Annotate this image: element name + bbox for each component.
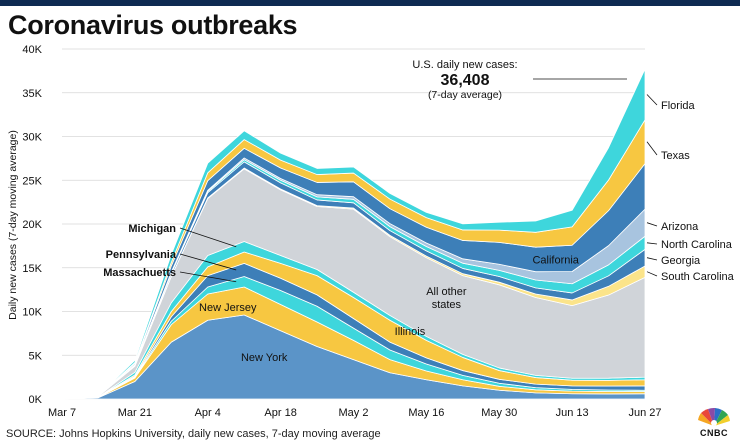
series-label: Georgia: [661, 255, 701, 267]
series-label: All other states: [426, 286, 467, 311]
logo-text: CNBC: [700, 428, 728, 438]
series-label: South Carolina: [661, 271, 735, 283]
y-tick-label: 5K: [29, 350, 43, 362]
y-tick-label: 35K: [22, 88, 42, 100]
series-label: New York: [241, 352, 288, 364]
area-florida: [61, 68, 646, 400]
y-axis: 0K 5K 10K 15K 20K 25K 30K 35K 40K: [22, 44, 42, 406]
x-tick-label: Apr 4: [195, 407, 221, 419]
leader-line: [646, 242, 658, 245]
leader-line: [179, 227, 237, 248]
series-label: Texas: [661, 150, 690, 162]
series-label: Pennsylvania: [106, 249, 177, 261]
y-tick-label: 10K: [22, 307, 42, 319]
series-label: California: [532, 254, 579, 266]
page-title: Coronavirus outbreaks: [8, 10, 298, 40]
series-label: North Carolina: [661, 239, 733, 251]
y-tick-label: 40K: [22, 44, 42, 56]
series-label: Arizona: [661, 221, 699, 233]
y-tick-label: 15K: [22, 263, 42, 275]
series-label: New Jersey: [199, 302, 257, 314]
x-tick-label: Mar 7: [48, 407, 76, 419]
area-series: [61, 68, 646, 400]
x-tick-label: Jun 13: [556, 407, 589, 419]
y-tick-label: 30K: [22, 132, 42, 144]
series-label: Michigan: [128, 223, 176, 235]
leader-line: [646, 271, 658, 277]
callout-label: U.S. daily new cases:: [412, 59, 517, 71]
peacock-icon: [698, 407, 730, 426]
x-tick-label: Apr 18: [264, 407, 296, 419]
x-tick-label: Mar 21: [118, 407, 152, 419]
leader-line: [179, 253, 237, 271]
series-label: Illinois: [395, 326, 426, 338]
total-callout: U.S. daily new cases: 36,408 (7-day aver…: [412, 59, 627, 101]
inside-labels: New York New Jersey Illinois All other state…: [199, 254, 580, 364]
leader-lines: South Carolina Georgia North Carolina Arizo…: [103, 94, 735, 283]
top-bar: [0, 0, 740, 6]
x-tick-label: Jun 27: [628, 407, 661, 419]
x-axis: Mar 7 Mar 21 Apr 4 Apr 18 May 2 May 16 May 30 J…: [48, 407, 662, 419]
source-note: SOURCE: Johns Hopkins University, daily …: [6, 428, 381, 440]
y-tick-label: 0K: [29, 394, 43, 406]
leader-line: [646, 222, 658, 227]
leader-line: [646, 94, 658, 106]
leader-line: [646, 257, 658, 261]
callout-note: (7-day average): [428, 89, 502, 101]
series-label: Florida: [661, 100, 696, 112]
callout-value: 36,408: [441, 72, 490, 89]
x-tick-label: May 30: [481, 407, 517, 419]
x-tick-label: May 16: [408, 407, 444, 419]
series-label: Massachuetts: [103, 267, 176, 279]
y-tick-label: 20K: [22, 219, 42, 231]
y-axis-title: Daily new cases (7-day moving average): [7, 130, 19, 320]
y-tick-label: 25K: [22, 175, 42, 187]
cnbc-logo: CNBC: [693, 402, 735, 440]
x-tick-label: May 2: [339, 407, 369, 419]
leader-line: [646, 141, 658, 156]
leader-line: [179, 271, 237, 283]
